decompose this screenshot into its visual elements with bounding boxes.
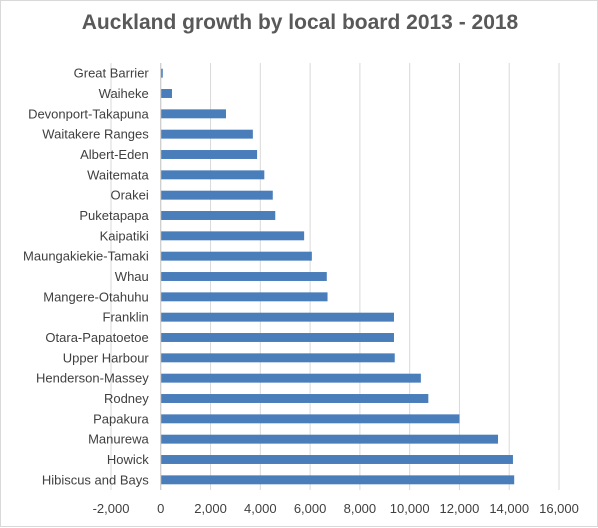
bar-4 <box>160 150 258 159</box>
category-label-10: Whau <box>115 269 149 284</box>
bar-17 <box>160 414 460 424</box>
bar-18 <box>160 434 499 444</box>
bar-13 <box>160 333 394 342</box>
category-label-13: Otara-Papatoetoe <box>45 330 148 345</box>
bar-15 <box>160 373 421 383</box>
chart-title: Auckland growth by local board 2013 - 20… <box>81 11 519 34</box>
category-label-12: Franklin <box>103 310 149 325</box>
category-label-11: Mangere-Otahuhu <box>43 289 149 304</box>
bar-9 <box>160 251 312 261</box>
bar-16 <box>160 394 429 403</box>
bar-5 <box>160 170 265 180</box>
category-label-20: Hibiscus and Bays <box>42 472 149 487</box>
x-tick-label-9: 16,000 <box>539 501 579 516</box>
category-label-7: Puketapapa <box>79 208 149 223</box>
bar-20 <box>160 475 515 485</box>
category-label-17: Papakura <box>93 411 149 426</box>
category-label-8: Kaipatiki <box>100 228 149 243</box>
x-tick-label-8: 14,000 <box>489 501 529 516</box>
category-label-0: Great Barrier <box>74 66 150 81</box>
category-label-19: Howick <box>107 452 149 467</box>
x-tick-label-2: 2,000 <box>194 501 227 516</box>
category-label-15: Henderson-Massey <box>36 371 149 386</box>
bar-0 <box>160 68 163 78</box>
x-tick-label-3: 4,000 <box>244 501 277 516</box>
bar-7 <box>160 211 276 220</box>
category-label-2: Devonport-Takapuna <box>28 106 149 121</box>
x-tick-label-5: 8,000 <box>344 501 377 516</box>
x-tick-label-6: 10,000 <box>390 501 430 516</box>
category-label-14: Upper Harbour <box>63 350 150 365</box>
category-label-6: Orakei <box>110 188 148 203</box>
x-tick-label-1: 0 <box>157 501 164 516</box>
x-tick-label-0: -2,000 <box>93 501 130 516</box>
bar-10 <box>160 272 327 281</box>
category-label-9: Maungakiekie-Tamaki <box>23 249 149 264</box>
x-tick-label-7: 12,000 <box>440 501 480 516</box>
bar-8 <box>160 231 305 241</box>
category-label-5: Waitemata <box>87 167 149 182</box>
bar-11 <box>160 292 328 302</box>
category-label-18: Manurewa <box>88 432 149 447</box>
bar-6 <box>160 190 273 200</box>
bar-3 <box>160 129 253 139</box>
category-label-4: Albert-Eden <box>80 147 149 162</box>
category-label-3: Waitakere Ranges <box>42 127 149 142</box>
bar-1 <box>160 89 172 98</box>
bar-19 <box>160 455 513 464</box>
category-label-1: Waiheke <box>99 86 149 101</box>
bar-12 <box>160 312 394 322</box>
bar-14 <box>160 353 395 363</box>
category-label-16: Rodney <box>104 391 149 406</box>
bar-2 <box>160 109 226 119</box>
x-tick-label-4: 6,000 <box>294 501 327 516</box>
